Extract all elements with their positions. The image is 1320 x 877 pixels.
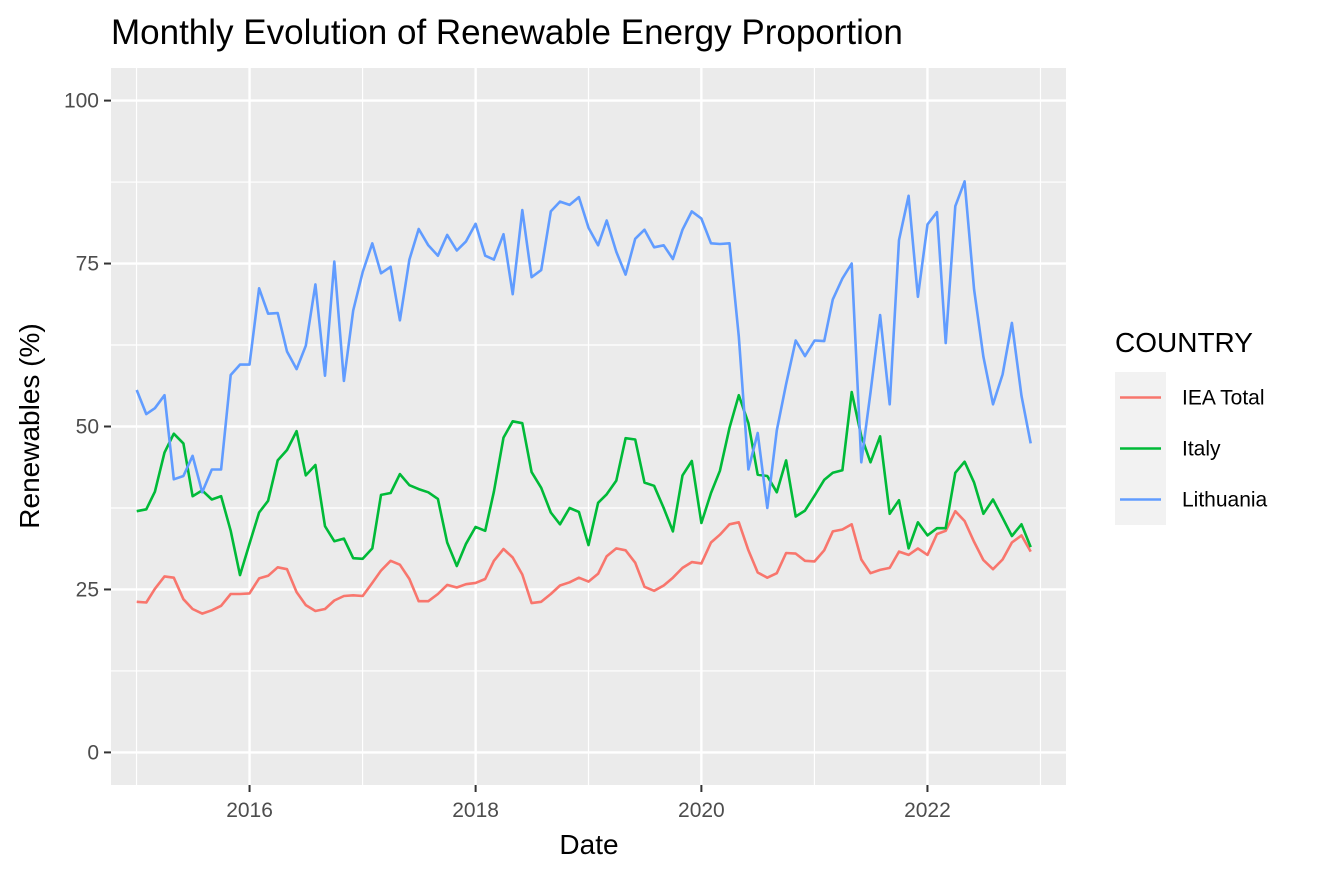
- series-line-italy: [136, 390, 1032, 577]
- legend-label-italy: Italy: [1182, 438, 1221, 461]
- y-axis-title: Renewables (%): [14, 323, 45, 528]
- legend: COUNTRY IEA Total Italy Lithuania: [1115, 327, 1268, 525]
- legend-label-lithuania: Lithuania: [1182, 489, 1268, 512]
- x-tick-label: 2016: [226, 799, 273, 822]
- y-tick-label: 100: [64, 90, 99, 113]
- legend-title: COUNTRY: [1115, 327, 1253, 358]
- chart-title: Monthly Evolution of Renewable Energy Pr…: [111, 13, 903, 52]
- y-tick-label: 50: [76, 416, 99, 439]
- series-line-iea-total: [136, 509, 1032, 615]
- y-axis: 0 25 50 75 100: [64, 90, 111, 764]
- y-tick-label: 25: [76, 578, 99, 601]
- x-tick-label: 2022: [904, 799, 951, 822]
- series-line-lithuania: [135, 180, 1032, 510]
- x-tick-label: 2020: [678, 799, 725, 822]
- series-lines: [135, 180, 1032, 615]
- legend-label-iea-total: IEA Total: [1182, 387, 1265, 410]
- y-tick-label: 75: [76, 253, 99, 276]
- y-tick-label: 0: [87, 741, 99, 764]
- x-tick-label: 2018: [452, 799, 499, 822]
- major-gridlines: [111, 68, 1066, 785]
- x-axis: 2016 2018 2020 2022: [226, 785, 951, 822]
- legend-items: IEA Total Italy Lithuania: [1115, 372, 1268, 525]
- x-axis-title: Date: [559, 829, 618, 860]
